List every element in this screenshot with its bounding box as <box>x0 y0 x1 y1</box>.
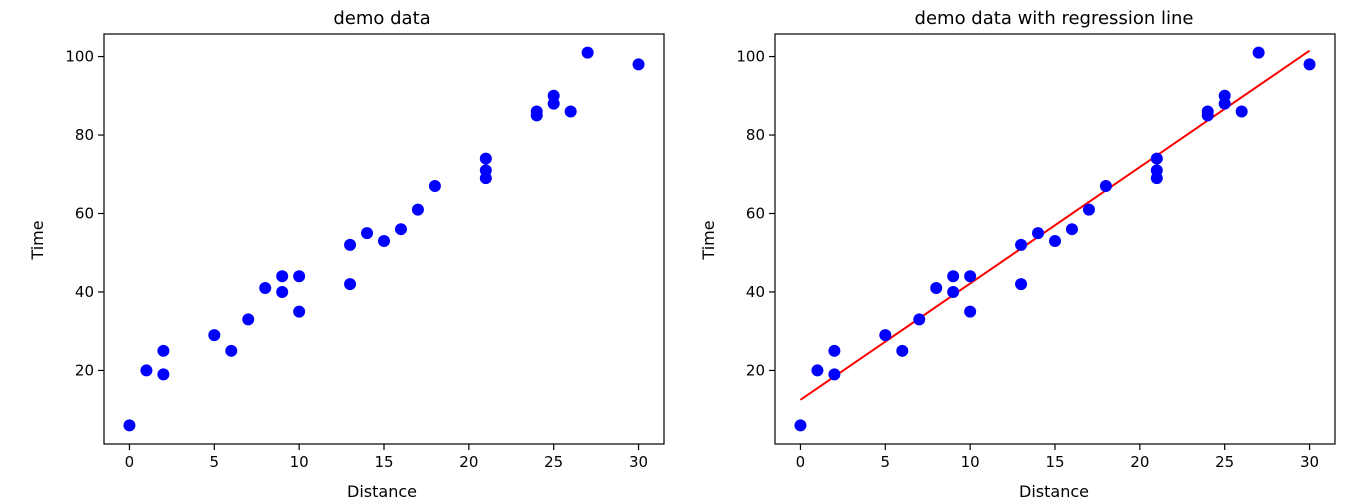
x-tick-label: 25 <box>1215 453 1234 471</box>
x-tick-label: 20 <box>1130 453 1149 471</box>
data-point <box>242 313 255 326</box>
chart-title: demo data with regression line <box>915 8 1194 29</box>
data-point <box>1032 227 1045 240</box>
x-tick-label: 5 <box>881 453 891 471</box>
x-tick-label: 20 <box>459 453 478 471</box>
data-point <box>879 329 892 342</box>
y-tick-label: 60 <box>75 204 94 222</box>
chart-right: demo data with regression line 0 5 10 15 20 2… <box>699 8 1336 501</box>
y-tick-label: 40 <box>75 283 94 301</box>
x-tick-label: 10 <box>290 453 309 471</box>
x-tick-label: 0 <box>125 453 135 471</box>
y-axis-label: Time <box>28 220 47 260</box>
x-tick-label: 0 <box>796 453 806 471</box>
data-point <box>947 285 960 298</box>
data-point <box>411 203 424 216</box>
x-tick-label: 15 <box>1045 453 1064 471</box>
chart-left: demo data 0 5 10 15 20 25 30 20 40 60 80 100 Distan… <box>28 8 665 501</box>
data-point <box>140 364 153 377</box>
data-point <box>530 105 543 118</box>
data-point <box>564 105 577 118</box>
regression-line <box>799 49 1311 401</box>
data-point <box>225 344 238 357</box>
y-tick-label: 40 <box>746 283 765 301</box>
chart-title: demo data <box>333 8 430 29</box>
data-point <box>964 270 977 283</box>
data-point <box>276 270 289 283</box>
data-point <box>378 234 390 247</box>
data-point <box>581 46 594 59</box>
data-point <box>1252 46 1265 59</box>
data-point <box>828 344 841 357</box>
x-axis-label: Distance <box>347 482 417 501</box>
data-point <box>479 172 492 185</box>
plot-area: 0 5 10 15 20 25 30 20 40 60 80 100 <box>736 33 1336 471</box>
data-point <box>293 305 306 318</box>
data-point <box>428 180 441 193</box>
data-point <box>632 58 645 71</box>
data-point <box>276 285 289 298</box>
x-tick-label: 5 <box>210 453 220 471</box>
y-tick-label: 20 <box>746 361 765 379</box>
data-point <box>1049 234 1061 247</box>
data-point <box>964 305 977 318</box>
y-tick-label: 20 <box>75 361 94 379</box>
x-tick-label: 15 <box>374 453 393 471</box>
x-tick-label: 30 <box>1300 453 1319 471</box>
x-tick-label: 30 <box>629 453 648 471</box>
data-point <box>811 364 824 377</box>
data-point <box>479 152 492 165</box>
data-point <box>157 368 170 381</box>
data-point <box>1303 58 1316 71</box>
data-point <box>1150 172 1163 185</box>
data-point <box>1082 203 1095 216</box>
data-point <box>1065 223 1078 236</box>
data-point <box>1099 180 1112 193</box>
y-tick-label: 100 <box>736 48 765 66</box>
data-point <box>344 278 357 291</box>
data-point <box>1015 278 1028 291</box>
x-axis-label: Distance <box>1019 482 1089 501</box>
data-point <box>361 227 374 240</box>
data-point <box>293 270 306 283</box>
y-axis-label: Time <box>699 220 718 260</box>
plot-area: 0 5 10 15 20 25 30 20 40 60 80 100 <box>65 33 665 471</box>
data-point <box>259 282 272 295</box>
data-point <box>344 238 357 251</box>
data-point <box>1150 152 1163 165</box>
y-tick-label: 80 <box>75 126 94 144</box>
data-point <box>794 419 807 432</box>
data-point <box>208 329 221 342</box>
data-point <box>1218 89 1231 102</box>
data-point <box>1235 105 1248 118</box>
data-point <box>123 419 136 432</box>
y-tick-label: 80 <box>746 126 765 144</box>
x-tick-label: 10 <box>961 453 980 471</box>
data-point <box>394 223 407 236</box>
x-tick-label: 25 <box>544 453 563 471</box>
y-tick-label: 60 <box>746 204 765 222</box>
y-tick-label: 100 <box>65 48 94 66</box>
data-point <box>947 270 960 283</box>
data-point <box>1201 105 1214 118</box>
data-point <box>1015 238 1028 251</box>
data-point <box>828 368 841 381</box>
data-point <box>157 344 170 357</box>
data-point <box>930 282 943 295</box>
data-point <box>547 89 560 102</box>
data-point <box>896 344 909 357</box>
data-point <box>913 313 926 326</box>
